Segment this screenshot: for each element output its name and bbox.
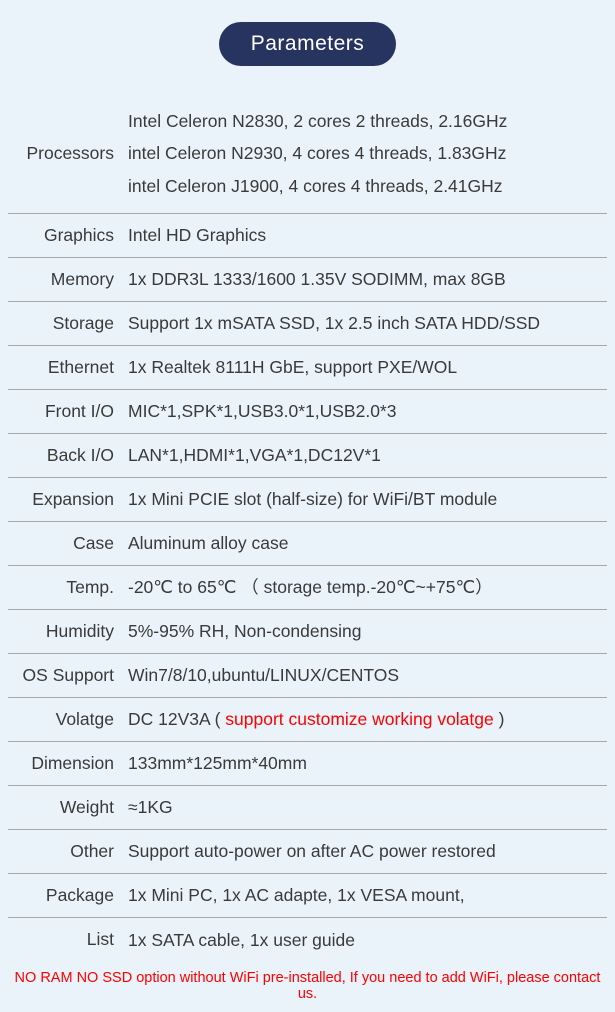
processor-line-1: intel Celeron N2930, 4 cores 4 threads, … — [128, 140, 607, 166]
row-graphics: Graphics Intel HD Graphics — [8, 214, 607, 258]
label-other: Other — [8, 841, 128, 862]
value-storage: Support 1x mSATA SSD, 1x 2.5 inch SATA H… — [128, 310, 607, 336]
row-package: Package 1x Mini PC, 1x AC adapte, 1x VES… — [8, 874, 607, 918]
row-voltage: Volatge DC 12V3A ( support customize wor… — [8, 698, 607, 742]
value-list: 1x SATA cable, 1x user guide — [128, 927, 607, 953]
row-storage: Storage Support 1x mSATA SSD, 1x 2.5 inc… — [8, 302, 607, 346]
label-back-io: Back I/O — [8, 445, 128, 466]
row-list: List 1x SATA cable, 1x user guide — [8, 918, 607, 962]
label-os-support: OS Support — [8, 665, 128, 686]
label-case: Case — [8, 533, 128, 554]
value-expansion: 1x Mini PCIE slot (half-size) for WiFi/B… — [128, 486, 607, 512]
label-temp: Temp. — [8, 577, 128, 598]
spec-table: Processors Intel Celeron N2830, 2 cores … — [8, 94, 607, 962]
row-humidity: Humidity 5%-95% RH, Non-condensing — [8, 610, 607, 654]
row-memory: Memory 1x DDR3L 1333/1600 1.35V SODIMM, … — [8, 258, 607, 302]
label-memory: Memory — [8, 269, 128, 290]
label-dimension: Dimension — [8, 753, 128, 774]
label-humidity: Humidity — [8, 621, 128, 642]
label-voltage: Volatge — [8, 709, 128, 730]
parameters-card: Parameters Processors Intel Celeron N283… — [0, 0, 615, 1012]
value-temp: -20℃ to 65℃ （ storage temp.-20℃~+75℃） — [128, 574, 607, 600]
label-weight: Weight — [8, 797, 128, 818]
label-storage: Storage — [8, 313, 128, 334]
value-graphics: Intel HD Graphics — [128, 222, 607, 248]
value-front-io: MIC*1,SPK*1,USB3.0*1,USB2.0*3 — [128, 398, 607, 424]
processor-line-2: intel Celeron J1900, 4 cores 4 threads, … — [128, 173, 607, 199]
row-weight: Weight ≈1KG — [8, 786, 607, 830]
title-wrap: Parameters — [8, 22, 607, 66]
value-other: Support auto-power on after AC power res… — [128, 838, 607, 864]
label-graphics: Graphics — [8, 225, 128, 246]
value-os-support: Win7/8/10,ubuntu/LINUX/CENTOS — [128, 662, 607, 688]
row-processors: Processors Intel Celeron N2830, 2 cores … — [8, 94, 607, 214]
voltage-prefix: DC 12V3A ( — [128, 709, 225, 729]
value-ethernet: 1x Realtek 8111H GbE, support PXE/WOL — [128, 354, 607, 380]
row-other: Other Support auto-power on after AC pow… — [8, 830, 607, 874]
row-expansion: Expansion 1x Mini PCIE slot (half-size) … — [8, 478, 607, 522]
label-ethernet: Ethernet — [8, 357, 128, 378]
title-pill: Parameters — [219, 22, 397, 66]
row-temp: Temp. -20℃ to 65℃ （ storage temp.-20℃~+7… — [8, 566, 607, 610]
label-list: List — [8, 929, 128, 950]
label-processors: Processors — [8, 143, 128, 164]
value-processors: Intel Celeron N2830, 2 cores 2 threads, … — [128, 102, 607, 205]
value-case: Aluminum alloy case — [128, 530, 607, 556]
row-ethernet: Ethernet 1x Realtek 8111H GbE, support P… — [8, 346, 607, 390]
voltage-highlight: support customize working volatge — [225, 709, 493, 729]
label-front-io: Front I/O — [8, 401, 128, 422]
value-humidity: 5%-95% RH, Non-condensing — [128, 618, 607, 644]
row-front-io: Front I/O MIC*1,SPK*1,USB3.0*1,USB2.0*3 — [8, 390, 607, 434]
value-dimension: 133mm*125mm*40mm — [128, 750, 607, 776]
row-back-io: Back I/O LAN*1,HDMI*1,VGA*1,DC12V*1 — [8, 434, 607, 478]
label-expansion: Expansion — [8, 489, 128, 510]
processor-line-0: Intel Celeron N2830, 2 cores 2 threads, … — [128, 108, 607, 134]
footer-note: NO RAM NO SSD option without WiFi pre-in… — [8, 970, 607, 1002]
row-case: Case Aluminum alloy case — [8, 522, 607, 566]
row-dimension: Dimension 133mm*125mm*40mm — [8, 742, 607, 786]
value-voltage: DC 12V3A ( support customize working vol… — [128, 706, 607, 732]
value-back-io: LAN*1,HDMI*1,VGA*1,DC12V*1 — [128, 442, 607, 468]
voltage-suffix: ) — [494, 709, 505, 729]
value-package: 1x Mini PC, 1x AC adapte, 1x VESA mount, — [128, 882, 607, 908]
value-memory: 1x DDR3L 1333/1600 1.35V SODIMM, max 8GB — [128, 266, 607, 292]
label-package: Package — [8, 885, 128, 906]
value-weight: ≈1KG — [128, 794, 607, 820]
row-os-support: OS Support Win7/8/10,ubuntu/LINUX/CENTOS — [8, 654, 607, 698]
